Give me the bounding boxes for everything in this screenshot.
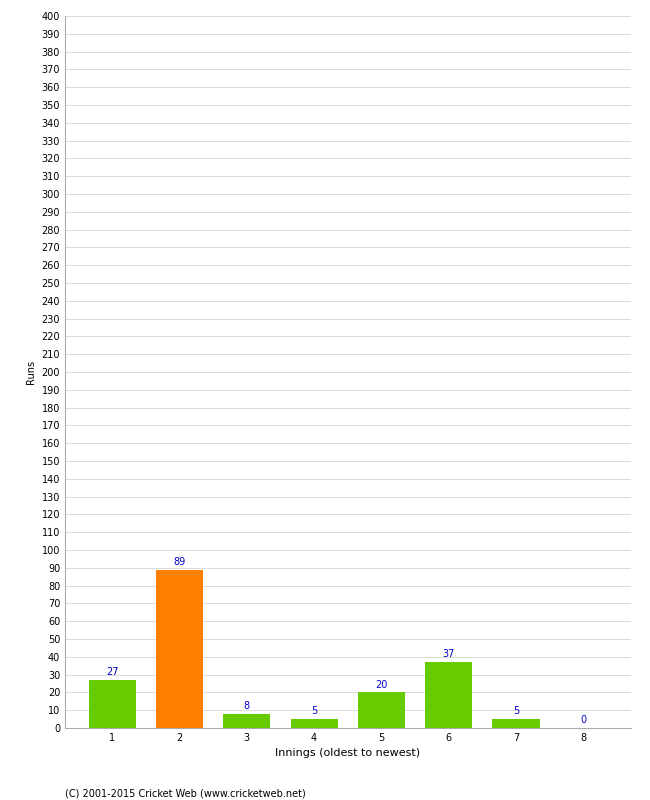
Bar	[88, 680, 136, 728]
Text: 8: 8	[244, 701, 250, 711]
Bar	[358, 693, 405, 728]
Text: 0: 0	[580, 715, 586, 726]
Text: 5: 5	[513, 706, 519, 717]
Bar	[156, 570, 203, 728]
Bar	[291, 719, 337, 728]
Y-axis label: Runs: Runs	[26, 360, 36, 384]
Text: 20: 20	[375, 680, 387, 690]
Text: (C) 2001-2015 Cricket Web (www.cricketweb.net): (C) 2001-2015 Cricket Web (www.cricketwe…	[65, 788, 306, 798]
Text: 37: 37	[443, 650, 455, 659]
Text: 5: 5	[311, 706, 317, 717]
Text: 89: 89	[174, 557, 185, 567]
Text: 27: 27	[106, 667, 118, 678]
Bar	[425, 662, 473, 728]
Bar	[493, 719, 540, 728]
X-axis label: Innings (oldest to newest): Innings (oldest to newest)	[275, 749, 421, 758]
Bar	[223, 714, 270, 728]
